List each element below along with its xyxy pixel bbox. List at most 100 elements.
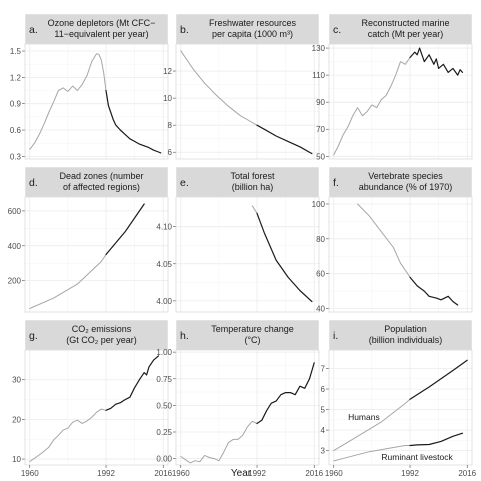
plot-border: [328, 43, 473, 160]
panel-title-line: of affected regions): [63, 182, 140, 192]
y-tick-label: 0.25: [156, 428, 172, 437]
panel-strip: [175, 166, 320, 198]
plot-area: [329, 44, 472, 159]
y-tick-label: 4.10: [156, 223, 172, 232]
panel-title-line: Freshwater resources: [209, 18, 297, 28]
panel-title-line: Ozone depletors (Mt CFC−: [48, 18, 156, 28]
plot-border: [175, 196, 320, 313]
y-tick-label: 4.05: [156, 260, 172, 269]
panel-h: h. Temperature change(°C) 0.00 0.25 0.50 0.75…: [156, 319, 324, 478]
panel-title-line: (Gt CO₂ per year): [66, 335, 137, 345]
x-tick-label: 1960: [21, 469, 39, 478]
series-line-before: [333, 445, 411, 462]
panel-title-line: Dead zones (number: [59, 171, 143, 181]
y-tick-label: 90: [316, 98, 325, 107]
panel-title-line: (billion ha): [232, 182, 274, 192]
y-tick-label: 4: [321, 426, 326, 435]
series-line-before: [29, 254, 107, 309]
y-tick-label: 70: [316, 125, 325, 134]
series-line-after: [256, 362, 315, 425]
series-line-after: [409, 276, 459, 306]
y-tick-label: 110: [312, 71, 325, 80]
series-line-after: [256, 124, 313, 155]
panel-letter: a.: [29, 24, 38, 36]
y-tick-label: 600: [8, 207, 22, 216]
plot-border: [328, 196, 473, 313]
y-tick-label: 5: [321, 406, 326, 415]
panel-letter: d.: [29, 177, 38, 189]
panel-i: i. Population(billion individuals) 3 4 5 6 7 19…: [321, 319, 477, 478]
series-line-after: [409, 359, 468, 400]
plot-area: [25, 44, 168, 159]
plot-area: [25, 197, 168, 312]
series-line-before: [180, 50, 258, 126]
x-tick-label: 1960: [172, 469, 190, 478]
panel-title-line: Total forest: [230, 171, 275, 181]
panel-letter: e.: [180, 177, 189, 189]
series-line-after: [105, 203, 145, 256]
x-axis-label: Year: [231, 468, 252, 479]
series-line-before: [180, 420, 258, 464]
panel-title-line: Temperature change: [211, 324, 294, 334]
panel-title-line: Population: [384, 324, 427, 334]
y-tick-label: 100: [312, 200, 326, 209]
y-tick-label: 10: [12, 455, 21, 464]
y-tick-label: 30: [12, 376, 21, 385]
y-tick-label: 1.5: [10, 47, 22, 56]
panel-strip: [328, 13, 473, 45]
series-line-after: [105, 89, 162, 154]
series-line-before: [357, 203, 411, 278]
y-tick-label: 40: [316, 305, 325, 314]
x-tick-label: 2016: [305, 469, 323, 478]
plot-border: [24, 349, 169, 466]
plot-area: [329, 197, 472, 312]
panel-title-line: Reconstructed marine: [361, 18, 449, 28]
panel-letter: i.: [333, 330, 338, 342]
y-tick-label: 200: [8, 277, 22, 286]
series-line-before: [29, 53, 107, 150]
plot-area: [176, 197, 319, 312]
panel-title-line: abundance (% of 1970): [359, 182, 453, 192]
panel-title-line: CO₂ emissions: [72, 324, 132, 334]
y-tick-label: 10: [163, 94, 172, 103]
plot-area: [176, 350, 319, 465]
panel-strip: [24, 166, 169, 198]
y-tick-label: 400: [8, 242, 22, 251]
panel-letter: h.: [180, 330, 189, 342]
y-tick-label: 6: [168, 148, 173, 157]
y-tick-label: 130: [312, 44, 326, 53]
series-line-after: [409, 47, 464, 76]
series-line-before: [251, 205, 258, 214]
series-annotation: Humans: [348, 412, 380, 422]
y-tick-label: 7: [321, 364, 326, 373]
x-tick-label: 1992: [97, 469, 115, 478]
y-tick-label: 50: [316, 152, 325, 161]
series-line-after: [105, 355, 160, 411]
x-tick-label: 1992: [401, 469, 419, 478]
y-tick-label: 0.75: [156, 375, 172, 384]
panel-strip: [24, 13, 169, 45]
y-tick-label: 3: [321, 447, 326, 456]
y-tick-label: 0.3: [10, 152, 22, 161]
plot-area: [25, 350, 168, 465]
panels-group: a. Ozone depletors (Mt CFC−11−equivalent …: [8, 13, 477, 478]
panel-letter: f.: [333, 177, 339, 189]
series-line-after: [256, 212, 313, 303]
panel-title-line: 11−equivalent per year): [54, 29, 148, 39]
y-tick-label: 12: [163, 67, 172, 76]
panel-title-line: per capita (1000 m³): [212, 29, 293, 39]
y-tick-label: 0.6: [10, 126, 22, 135]
y-tick-label: 8: [168, 121, 173, 130]
y-tick-label: 80: [316, 235, 325, 244]
y-tick-label: 1.2: [10, 73, 22, 82]
panel-a: a. Ozone depletors (Mt CFC−11−equivalent …: [10, 13, 169, 161]
x-tick-label: 1992: [248, 469, 266, 478]
x-tick-label: 2016: [458, 469, 476, 478]
series-line-before: [29, 408, 107, 462]
plot-area: [176, 44, 319, 159]
panel-e: e. Total forest(billion ha) 4.00 4.05 4.10: [156, 166, 320, 313]
panel-letter: c.: [333, 24, 341, 36]
